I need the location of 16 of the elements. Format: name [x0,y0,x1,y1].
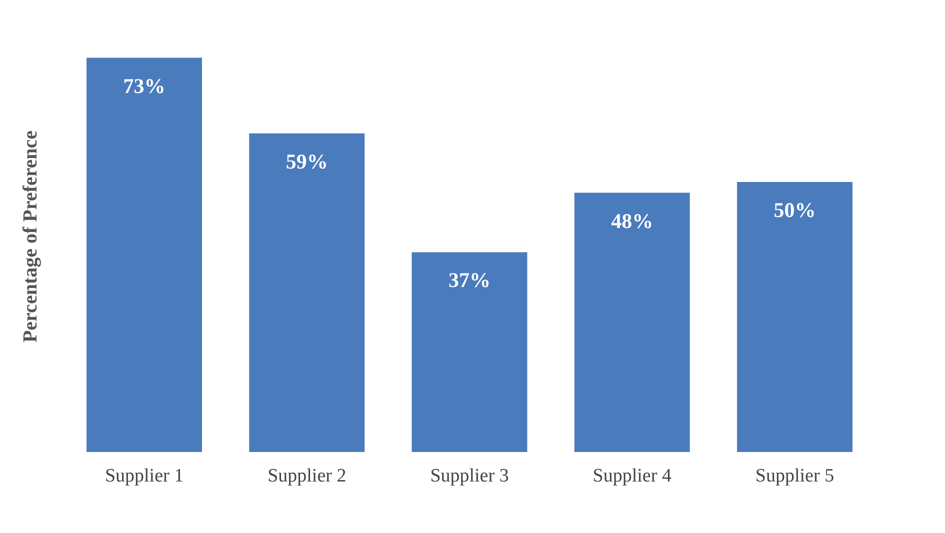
data-label: 37% [448,268,490,292]
bar [574,192,690,452]
x-tick-label: Supplier 2 [268,466,346,486]
data-label: 73% [123,74,166,98]
data-label: 59% [286,149,328,174]
bar [249,133,365,452]
bar [737,182,852,452]
x-tick-label: Supplier 5 [755,466,834,486]
data-label: 48% [611,208,654,233]
data-label: 50% [774,198,816,222]
x-tick-label: Supplier 3 [430,466,509,486]
y-axis-title: Percentage of Preference [20,130,42,343]
bar [86,58,202,452]
x-tick-label: Supplier 4 [592,466,672,486]
x-tick-label: Supplier 1 [104,466,184,486]
bar [412,252,528,452]
